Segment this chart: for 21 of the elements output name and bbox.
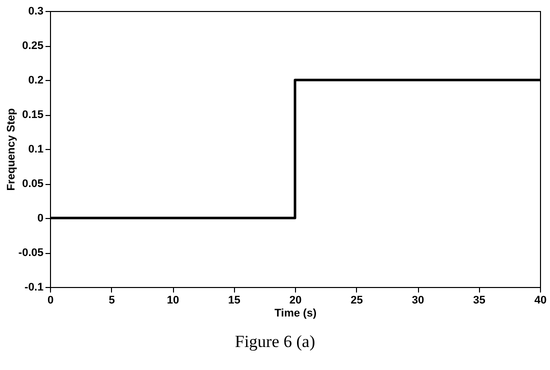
y-tick-label: 0.15: [22, 109, 44, 121]
y-tick-label: 0.3: [28, 6, 44, 18]
x-tick-label: 30: [412, 294, 424, 306]
y-tick-label: 0.1: [28, 144, 44, 156]
x-tick-label: 10: [166, 294, 180, 306]
x-tick-label: 5: [108, 294, 115, 306]
y-tick-label: 0: [37, 212, 44, 224]
y-tick-label: 0.05: [22, 178, 44, 190]
y-tick-label: -0.1: [24, 282, 44, 294]
x-tick-label: 20: [289, 294, 302, 306]
caption: Figure 6 (a): [234, 332, 316, 352]
y-axis-title: Frequency Step: [5, 108, 18, 191]
x-tick-label: 40: [534, 294, 547, 306]
y-tick-label: 0.2: [28, 74, 44, 86]
x-axis-title: Time (s): [274, 308, 317, 320]
y-tick-label: -0.05: [18, 247, 44, 259]
x-tick-label: 0: [47, 294, 54, 306]
x-tick-label: 15: [228, 294, 240, 306]
x-tick-label: 25: [350, 294, 363, 306]
x-tick-label: 35: [473, 294, 486, 306]
y-tick-label: 0.25: [22, 40, 44, 52]
